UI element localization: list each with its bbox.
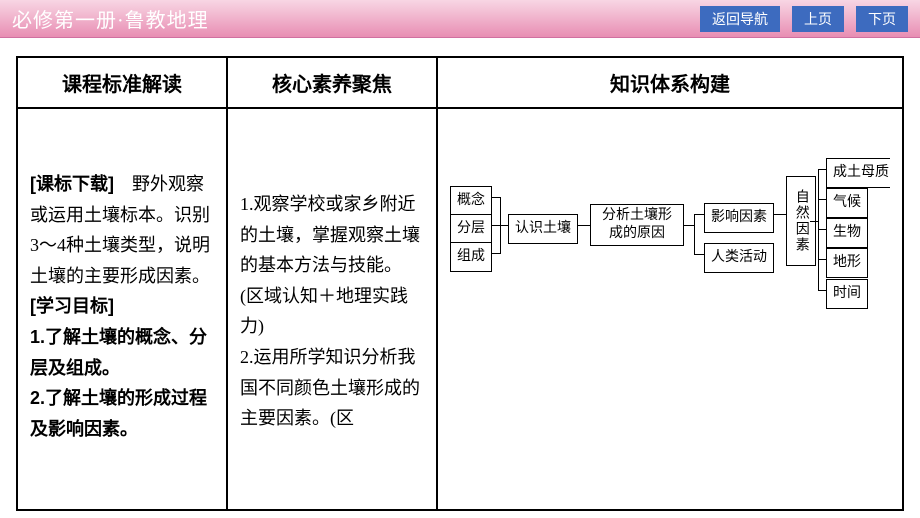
goal-1: 1.了解土壤的概念、分层及组成。	[30, 327, 207, 378]
content-area: 课程标准解读 核心素养聚焦 知识体系构建 [课标下载] 野外观察或运用土壤标本。…	[0, 38, 920, 511]
node-influence-factors: 影响因素	[704, 203, 774, 233]
node-biology: 生物	[826, 218, 868, 248]
node-recognize-soil: 认识土壤	[508, 214, 578, 244]
header-bar: 必修第一册·鲁教地理 返回导航 上页 下页	[0, 0, 920, 38]
literacy-2: 2.运用所学知识分析我国不同颜色土壤形成的主要因素。(区	[240, 347, 420, 428]
node-climate: 气候	[826, 188, 868, 218]
main-table: 课程标准解读 核心素养聚焦 知识体系构建 [课标下载] 野外观察或运用土壤标本。…	[16, 56, 904, 511]
node-composition: 组成	[450, 242, 492, 272]
literacy-1: 1.观察学校或家乡附近的土壤，掌握观察土壤的基本方法与技能。(区域认知＋地理实践…	[240, 194, 420, 336]
col-header-1: 课程标准解读	[17, 57, 227, 108]
node-terrain: 地形	[826, 248, 868, 278]
goal-2: 2.了解土壤的形成过程及影响因素。	[30, 388, 207, 439]
node-concept: 概念	[450, 186, 492, 216]
node-parent-material: 成土母质	[826, 158, 890, 188]
page-title: 必修第一册·鲁教地理	[12, 4, 209, 33]
node-human-activity: 人类活动	[704, 243, 774, 273]
back-button[interactable]: 返回导航	[700, 6, 780, 32]
prev-button[interactable]: 上页	[792, 6, 844, 32]
col-header-3: 知识体系构建	[437, 57, 903, 108]
node-layer: 分层	[450, 214, 492, 244]
label-kebiao: [课标下载]	[30, 174, 114, 194]
knowledge-diagram: 概念 分层 组成 认识土壤 分析土壤	[450, 184, 890, 344]
table-header-row: 课程标准解读 核心素养聚焦 知识体系构建	[17, 57, 903, 108]
next-button[interactable]: 下页	[856, 6, 908, 32]
header-buttons: 返回导航 上页 下页	[700, 6, 908, 32]
label-mubiao: [学习目标]	[30, 296, 114, 316]
col-header-2: 核心素养聚焦	[227, 57, 437, 108]
cell-diagram: 概念 分层 组成 认识土壤 分析土壤	[437, 108, 903, 510]
node-analyze-cause: 分析土壤形成的原因	[590, 204, 684, 246]
table-body-row: [课标下载] 野外观察或运用土壤标本。识别3～4种土壤类型，说明土壤的主要形成因…	[17, 108, 903, 510]
cell-standards: [课标下载] 野外观察或运用土壤标本。识别3～4种土壤类型，说明土壤的主要形成因…	[17, 108, 227, 510]
node-time: 时间	[826, 279, 868, 309]
cell-literacy: 1.观察学校或家乡附近的土壤，掌握观察土壤的基本方法与技能。(区域认知＋地理实践…	[227, 108, 437, 510]
